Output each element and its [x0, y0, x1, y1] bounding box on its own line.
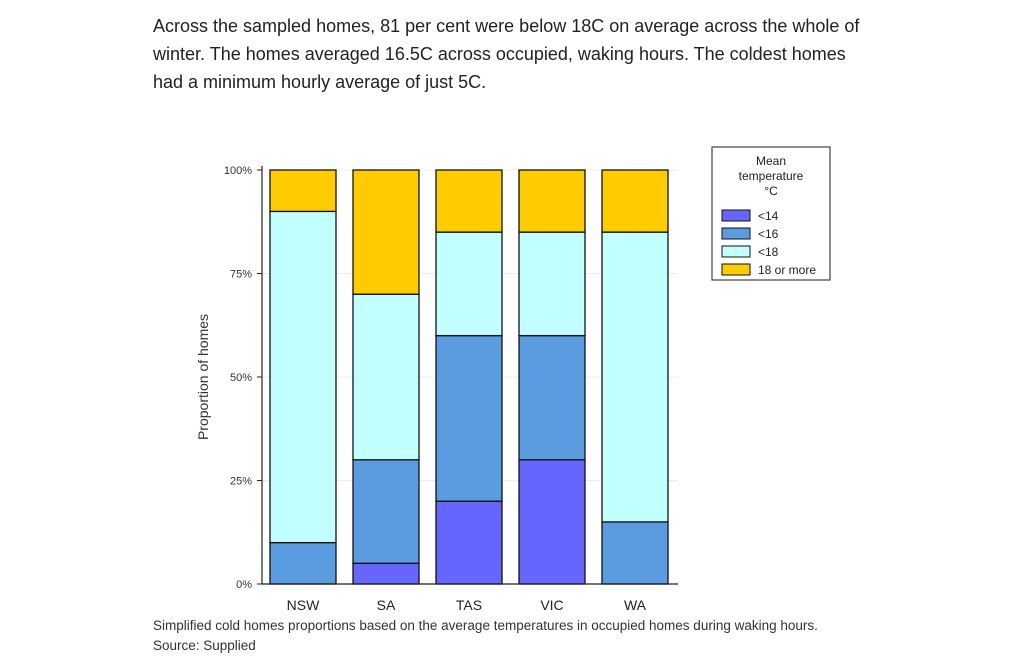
- y-tick-label: 25%: [230, 476, 252, 488]
- y-tick-label: 50%: [230, 372, 252, 384]
- bar-segment-nsw: [269, 210, 337, 544]
- x-tick-label: WA: [624, 597, 647, 613]
- stacked-bar-chart: 0% 25% 50% 75% 100% NSW SA TAS VIC WA Proportion o…: [178, 140, 848, 615]
- bar-segment-wa: [601, 169, 669, 233]
- bar-segment-tas: [435, 169, 503, 233]
- y-axis-label: Proportion of homes: [195, 314, 211, 440]
- legend-label: 18 or more: [758, 263, 816, 277]
- x-tick-label: SA: [377, 597, 396, 613]
- bar-segment-nsw: [269, 541, 337, 585]
- legend-title: temperature: [739, 169, 804, 183]
- legend-swatch: [721, 245, 751, 258]
- bar-segment-tas: [435, 500, 503, 585]
- x-tick-label: NSW: [287, 597, 320, 613]
- bar-segment-vic: [518, 231, 586, 337]
- y-tick-label: 0%: [236, 579, 252, 591]
- legend-title: Mean: [756, 154, 786, 168]
- x-tick-label: VIC: [540, 597, 563, 613]
- bar-segment-sa: [352, 293, 420, 461]
- article-paragraph: Across the sampled homes, 81 per cent we…: [153, 16, 860, 92]
- bar-segment-tas: [435, 231, 503, 337]
- chart-svg: 0% 25% 50% 75% 100% NSW SA TAS VIC WA Proportion o…: [195, 146, 831, 613]
- bar-segment-sa: [352, 459, 420, 564]
- bar-segment-vic: [518, 459, 586, 585]
- bar-segment-sa: [352, 562, 420, 585]
- legend-swatch: [721, 263, 751, 276]
- bar-segment-vic: [518, 334, 586, 461]
- y-tick-label: 100%: [224, 165, 252, 177]
- bar-segment-sa: [352, 169, 420, 295]
- x-tick-label: TAS: [456, 597, 482, 613]
- legend-swatch: [721, 227, 751, 240]
- bar-segment-wa: [601, 521, 669, 585]
- figure-caption: Simplified cold homes proportions based …: [153, 618, 818, 653]
- bar-segment-nsw: [269, 169, 337, 213]
- y-tick-label: 75%: [230, 269, 252, 281]
- bar-segment-vic: [518, 169, 586, 233]
- legend-title: °C: [764, 184, 778, 198]
- legend-label: <18: [758, 245, 779, 259]
- legend-label: <16: [758, 227, 779, 241]
- bar-segment-tas: [435, 334, 503, 502]
- legend-label: <14: [758, 209, 779, 223]
- legend-swatch: [721, 209, 751, 222]
- bar-segment-wa: [601, 231, 669, 523]
